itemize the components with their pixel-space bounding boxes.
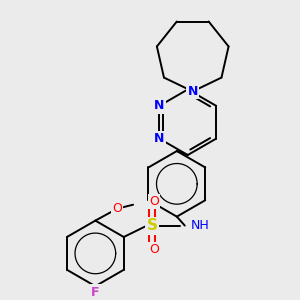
Text: S: S <box>146 218 158 233</box>
Text: N: N <box>154 132 164 145</box>
Text: O: O <box>112 202 122 215</box>
Text: NH: NH <box>191 219 209 232</box>
Text: N: N <box>188 85 198 98</box>
Text: O: O <box>149 243 159 256</box>
Text: N: N <box>154 99 164 112</box>
Text: F: F <box>91 286 100 299</box>
Text: O: O <box>149 195 159 208</box>
